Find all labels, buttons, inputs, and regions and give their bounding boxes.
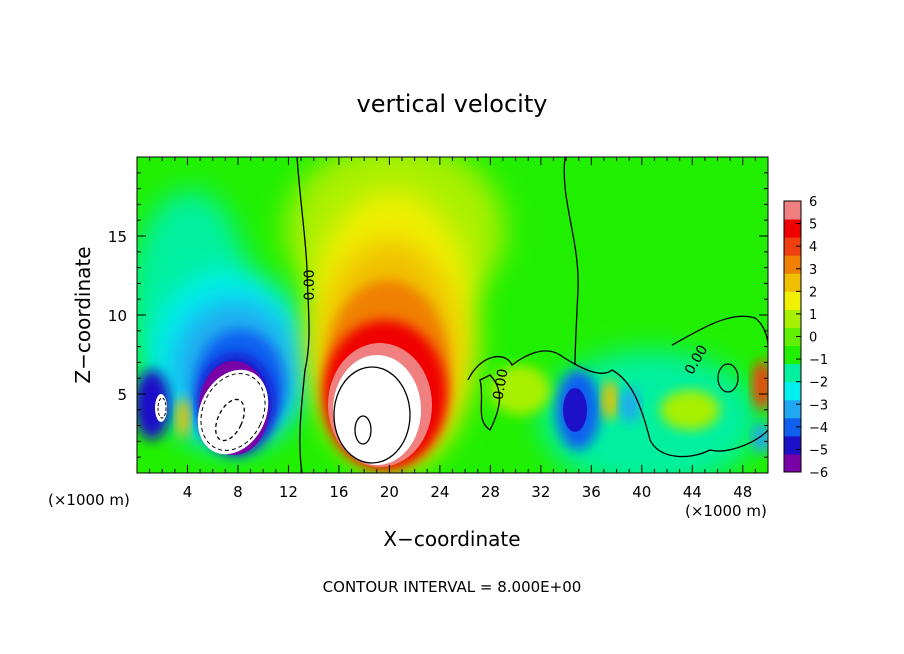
y-tick-label: 10 (108, 307, 127, 325)
colorbar-tick-label: 3 (809, 263, 817, 278)
contour-label-blob: 0.00 (490, 368, 511, 401)
contour-zero-top-right (671, 315, 768, 346)
x-axis: 4 8 12 16 20 24 28 32 36 40 44 48 (149, 157, 756, 501)
field-left-edge-core (155, 394, 167, 422)
x-tick-label: 12 (279, 483, 298, 501)
contour-up-core (354, 415, 372, 445)
x-tick-label: 8 (233, 483, 243, 501)
x-tick-label: 32 (531, 483, 550, 501)
colorbar-swatch (784, 453, 801, 473)
contour-interval: CONTOUR INTERVAL = 8.000E+00 (323, 578, 582, 596)
x-tick-label: 48 (733, 483, 752, 501)
contour-zero-blob (467, 350, 768, 458)
field-weak-down-right (540, 350, 760, 473)
x-tick-label: 24 (430, 483, 449, 501)
x-tick-label: 4 (183, 483, 193, 501)
contour-down-outer (200, 373, 266, 451)
field-layer (137, 157, 768, 473)
y-axis-label: Z−coordinate (71, 246, 95, 383)
colorbar-tick-label: 6 (809, 195, 817, 210)
colorbar-swatch (784, 237, 801, 256)
field-noise-1 (660, 390, 720, 430)
x-tick-label: 16 (329, 483, 348, 501)
y-axis: 5 10 15 (108, 172, 768, 458)
field-right-down-dark (563, 388, 587, 432)
colorbar-swatch (784, 399, 801, 419)
field-noise-2 (490, 365, 550, 415)
colorbar-swatch (784, 435, 801, 455)
colorbar-swatch (784, 345, 801, 365)
field-right-up-small (602, 380, 618, 420)
colorbar-tick-label: 1 (809, 308, 817, 323)
colorbar-swatch (784, 327, 801, 347)
colorbar-swatch (784, 363, 801, 383)
y-tick-label: 5 (117, 386, 127, 404)
chart-title: vertical velocity (357, 90, 548, 118)
colorbar-tick-label: −4 (809, 421, 828, 436)
colorbar-swatch (784, 273, 801, 292)
x-axis-label: X−coordinate (383, 527, 520, 551)
colorbar-tick-label: 2 (809, 285, 817, 300)
colorbar-tick-label: −2 (809, 376, 828, 391)
field-right-down-small (620, 387, 640, 423)
contour-lines (157, 157, 768, 473)
x-tick-label: 28 (481, 483, 500, 501)
field-up-core (333, 355, 421, 465)
field-left-edge-down (137, 370, 170, 440)
colorbar-tick-label: 5 (809, 218, 817, 233)
contour-left-edge (157, 397, 167, 419)
field-down-core (197, 369, 269, 455)
colorbar-swatch (784, 417, 801, 437)
colorbar-swatch (784, 255, 801, 274)
contour-up-inner (333, 366, 411, 464)
contour-zero-center (296, 157, 310, 473)
field-edge-up (752, 360, 768, 410)
x-unit-left: (×1000 m) (48, 491, 130, 509)
contour-zero-right (563, 157, 579, 366)
colorbar-swatch (784, 291, 801, 310)
colorbar-swatch (784, 219, 801, 238)
plot-area: 0.00 0.00 0.00 (137, 157, 768, 473)
contour-zero-small-right (717, 363, 739, 393)
x-unit-right: (×1000 m) (685, 502, 767, 520)
colorbar-swatch (784, 201, 801, 220)
x-tick-label: 36 (582, 483, 601, 501)
field-edge-down (752, 423, 768, 453)
contour-zero-loop (479, 374, 501, 431)
colorbar-tick-label: −3 (809, 398, 828, 413)
colorbar-tick-label: −1 (809, 353, 828, 368)
y-tick-label: 15 (108, 228, 127, 246)
contour-label-center: 0.00 (302, 269, 318, 300)
colorbar-tick-label: 0 (809, 331, 817, 346)
x-tick-label: 40 (632, 483, 651, 501)
x-tick-label: 44 (683, 483, 702, 501)
colorbar-tick-label: 4 (809, 240, 817, 255)
colorbar-tick-label: −6 (809, 466, 828, 481)
colorbar-swatch (784, 309, 801, 328)
x-tick-label: 20 (380, 483, 399, 501)
colorbar-tick-label: −5 (809, 443, 828, 458)
colorbar: 6 5 4 3 2 1 0 −1 −2 −3 −4 −5 −6 (783, 195, 828, 481)
contour-down-inner (215, 398, 245, 442)
colorbar-swatch (784, 381, 801, 401)
field-small-up (176, 398, 190, 438)
